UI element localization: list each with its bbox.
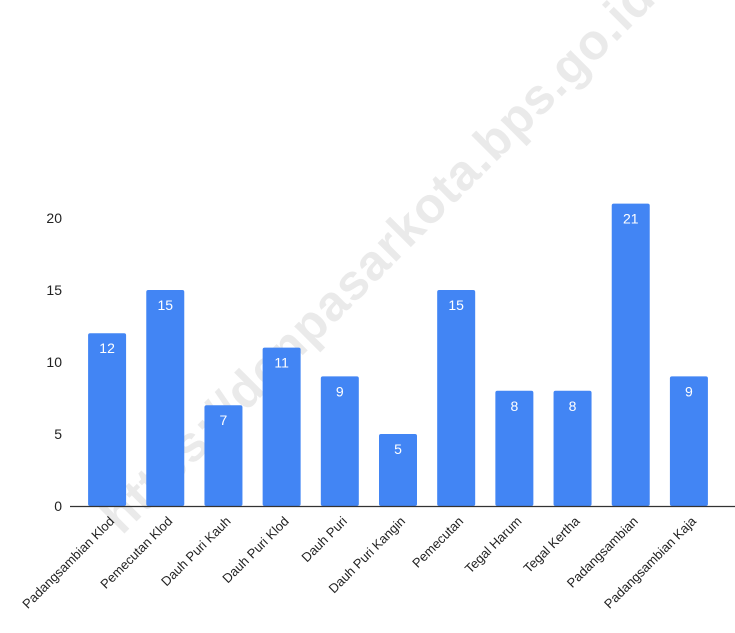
data-label-1: 15 (157, 297, 173, 313)
category-label-4: Dauh Puri (298, 513, 350, 565)
category-label-0: Padangsambian Klod (19, 514, 117, 612)
data-label-2: 7 (220, 412, 228, 428)
bar-5 (379, 434, 417, 506)
bar-9 (611, 203, 650, 506)
bar-2 (204, 405, 243, 506)
y-axis-ticks: 0 5 10 15 20 (46, 210, 62, 514)
data-label-4: 9 (336, 383, 344, 399)
bar-6 (437, 290, 476, 506)
data-label-8: 8 (569, 398, 577, 414)
bar-7 (495, 390, 534, 506)
category-label-8: Tegal Kertha (520, 513, 583, 576)
category-label-7: Tegal Harum (462, 514, 525, 577)
data-label-7: 8 (510, 398, 518, 414)
data-label-10: 9 (685, 383, 693, 399)
bar-1 (146, 290, 185, 506)
data-label-6: 15 (448, 297, 464, 313)
y-tick-label-1: 5 (54, 426, 62, 442)
bar-0 (88, 333, 127, 506)
bar-8 (553, 390, 592, 506)
y-tick-label-3: 15 (46, 282, 62, 298)
y-tick-label-2: 10 (46, 354, 62, 370)
data-label-9: 21 (623, 211, 639, 227)
category-label-6: Pemecutan (409, 514, 466, 571)
data-label-3: 11 (274, 355, 289, 371)
data-label-5: 5 (394, 441, 402, 457)
bars (88, 203, 708, 506)
y-tick-label-0: 0 (54, 498, 62, 514)
bar-10 (669, 376, 708, 506)
data-label-0: 12 (99, 340, 115, 356)
bar-4 (320, 376, 359, 506)
bar-3 (262, 347, 301, 506)
data-labels: 12 15 7 11 9 5 15 8 8 21 9 (99, 211, 693, 457)
y-tick-label-4: 20 (46, 210, 62, 226)
